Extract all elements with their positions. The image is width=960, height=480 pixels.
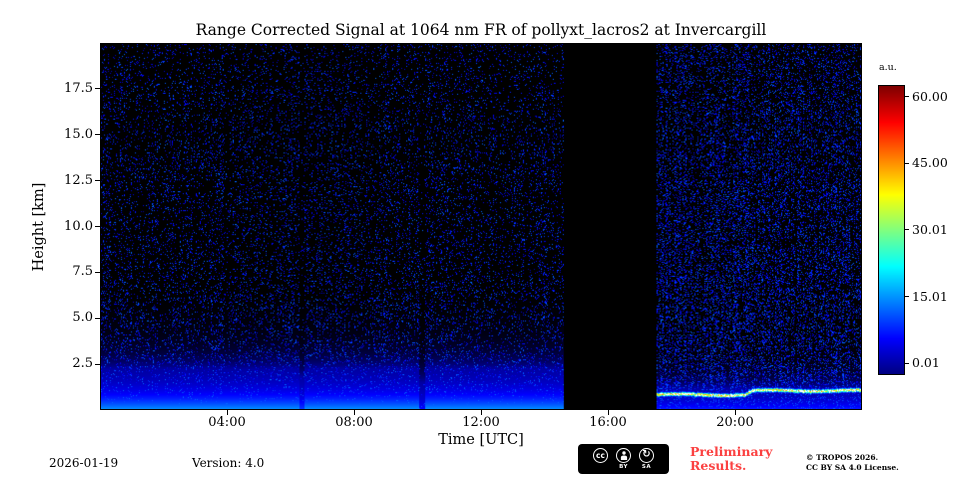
cc-by-label: BY <box>619 464 628 470</box>
x-tick-label: 16:00 <box>589 415 627 430</box>
x-tick-label: 12:00 <box>462 415 500 430</box>
cc-logo-item: cc <box>593 448 608 463</box>
cc-by-person-icon <box>616 448 631 463</box>
x-tick-label: 08:00 <box>335 415 373 430</box>
colorbar-tick-label: 0.01 <box>912 355 940 371</box>
colorbar-tick-label: 15.01 <box>912 288 948 304</box>
heatmap-plot-area <box>100 43 862 410</box>
x-tick-mark <box>607 410 609 415</box>
cc-sa-label: SA <box>641 464 652 470</box>
y-axis-label: Height [km] <box>31 182 47 272</box>
colorbar-canvas <box>879 86 904 374</box>
x-tick-mark <box>226 410 228 415</box>
x-tick-label: 04:00 <box>208 415 246 430</box>
colorbar-tick-label: 30.01 <box>912 221 948 237</box>
colorbar-tick-mark <box>905 162 909 164</box>
copyright-line-2: CC BY SA 4.0 License. <box>806 463 899 472</box>
measurement-date: 2026-01-19 <box>49 456 119 470</box>
colorbar <box>878 85 905 375</box>
x-tick-mark <box>353 410 355 415</box>
cc-logo-text: cc <box>596 450 605 460</box>
x-tick-label: 20:00 <box>716 415 754 430</box>
copyright-note: © TROPOS 2026. CC BY SA 4.0 License. <box>806 453 899 473</box>
x-tick-mark <box>480 410 482 415</box>
colorbar-tick-mark <box>905 96 909 98</box>
software-version: Version: 4.0 <box>192 456 265 470</box>
colorbar-tick-mark <box>905 229 909 231</box>
x-axis-label: Time [UTC] <box>438 432 524 448</box>
cc-sa-arrow-icon: ↻ <box>639 448 654 463</box>
cc-license-badge: cc BY ↻ SA <box>578 444 669 474</box>
share-alike-arrow: ↻ <box>642 449 651 460</box>
y-tick-label: 17.5 <box>64 80 93 96</box>
colorbar-unit-label: a.u. <box>879 62 897 73</box>
preliminary-results-note: Preliminary Results. <box>690 445 772 473</box>
colorbar-tick-label: 60.00 <box>912 88 948 104</box>
y-tick-label: 5.0 <box>72 310 93 326</box>
preliminary-line-2: Results. <box>690 458 747 473</box>
colorbar-tick-mark <box>905 362 909 364</box>
y-tick-label: 15.0 <box>64 126 93 142</box>
cc-by-item: BY <box>616 448 631 470</box>
cc-sa-item: ↻ SA <box>639 448 654 470</box>
preliminary-line-1: Preliminary <box>690 444 773 459</box>
y-tick-label: 2.5 <box>72 356 93 372</box>
cc-logo-icon: cc <box>593 448 608 463</box>
heatmap-canvas <box>101 44 861 409</box>
colorbar-tick-mark <box>905 296 909 298</box>
colorbar-tick-label: 45.00 <box>912 155 948 171</box>
chart-title: Range Corrected Signal at 1064 nm FR of … <box>195 21 767 39</box>
person-icon <box>620 451 627 460</box>
x-tick-mark <box>734 410 736 415</box>
copyright-line-1: © TROPOS 2026. <box>806 453 879 462</box>
